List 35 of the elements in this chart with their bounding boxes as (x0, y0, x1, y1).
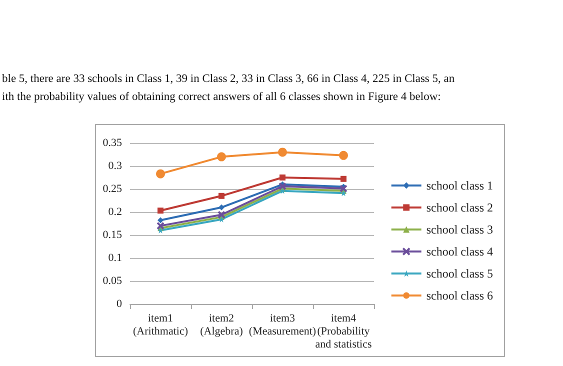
point (339, 150, 348, 160)
text: ble 5, there are 33 schools in Class 1, 39 in Class 2, 33 in Class 3, 66 in Class 4, 225 in Class 5, an (2, 72, 456, 87)
y-tick-label: 0.15 (102, 229, 122, 241)
point (340, 176, 346, 182)
x-tick-label: item3 (Measurement) (248, 312, 316, 338)
point (280, 174, 286, 180)
y-tick-label: 0.1 (108, 252, 122, 264)
point (218, 210, 226, 219)
legend-label: school class 4 (426, 244, 493, 258)
x-tick-label: item1 (Arithmatic) (133, 312, 188, 338)
point (278, 182, 286, 190)
point (217, 152, 226, 162)
x-tick-label: item2 (Algebra) (200, 312, 244, 338)
y-tick-label: 0.05 (102, 275, 122, 287)
legend-label: school class 3 (426, 222, 493, 236)
text: ith the probability values of obtaining correct answers of all 6 classes shown in Figure 4 below: (2, 90, 442, 105)
legend-label: school class 5 (426, 266, 493, 280)
y-tick-label: 0.3 (108, 160, 122, 172)
point (278, 148, 287, 157)
legend-label: school class 6 (426, 288, 493, 302)
x-tick-label: item4 (Probability and statistics (315, 312, 372, 350)
legend-label: school class 1 (426, 178, 493, 192)
point (218, 204, 224, 210)
point (340, 190, 346, 196)
point (156, 222, 164, 230)
point (158, 217, 164, 224)
y-tick-label: 0.35 (102, 137, 122, 149)
point (218, 192, 224, 199)
y-tick-label: 0.2 (108, 206, 122, 218)
y-tick-label: 0 (116, 298, 122, 310)
point (340, 184, 348, 193)
y-tick-label: 0.25 (102, 183, 122, 195)
point (156, 169, 165, 178)
point (158, 208, 164, 214)
legend-label: school class 2 (426, 200, 493, 214)
